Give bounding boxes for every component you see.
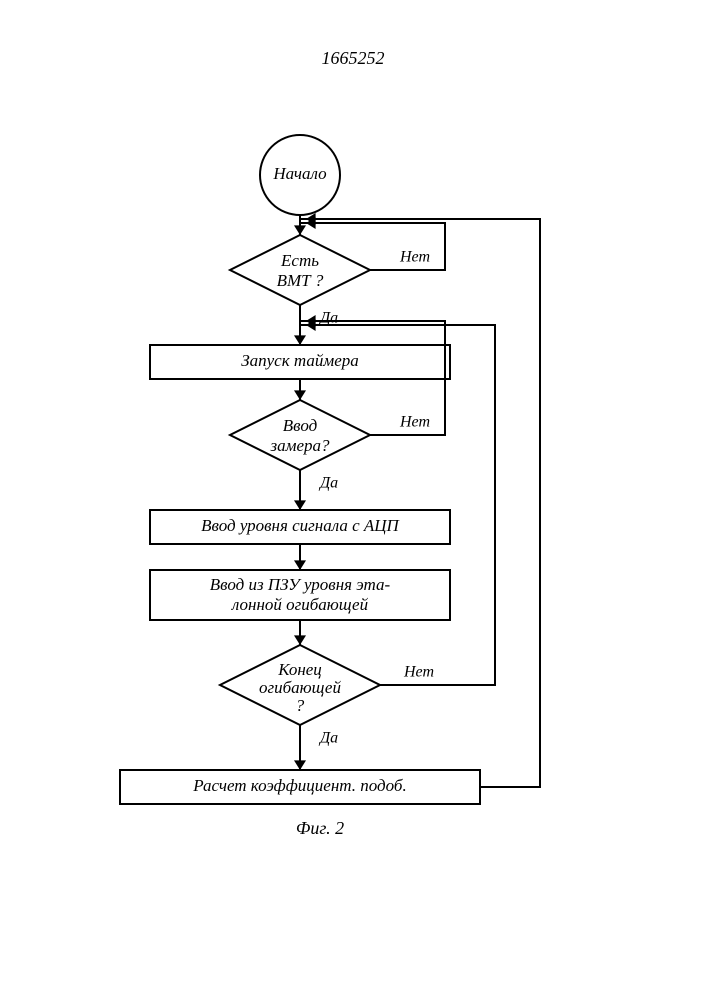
figure-caption: Фиг. 2 [296,818,344,838]
d1-l2: ВМТ ? [277,271,324,290]
start-label: Начало [272,164,326,183]
d2-no: Нет [399,414,430,431]
d2-l1: Ввод [283,416,318,435]
d3-no: Нет [403,664,434,681]
p4-text: Расчет коэффициент. подоб. [192,776,406,795]
doc-number: 1665252 [322,48,385,68]
d2-yes: Да [318,475,338,492]
p3-l2: лонной огибающей [231,595,369,614]
d1-l1: Есть [280,251,319,270]
d2-l2: замера? [269,436,330,455]
p1-text: Запуск таймера [241,351,359,370]
d3-l3: ? [296,696,305,715]
p2-text: Ввод уровня сигнала с АЦП [201,516,400,535]
d3-yes: Да [318,730,338,747]
flowchart: 1665252 Начало ЕстьВМТ ? Да Нет Запуск таймер… [0,0,707,1000]
p3-l1: Ввод из ПЗУ уровня эта- [210,575,391,594]
d3-l2: огибающей [259,678,341,697]
d3-l1: Конец [277,660,322,679]
d1-no: Нет [399,249,430,266]
